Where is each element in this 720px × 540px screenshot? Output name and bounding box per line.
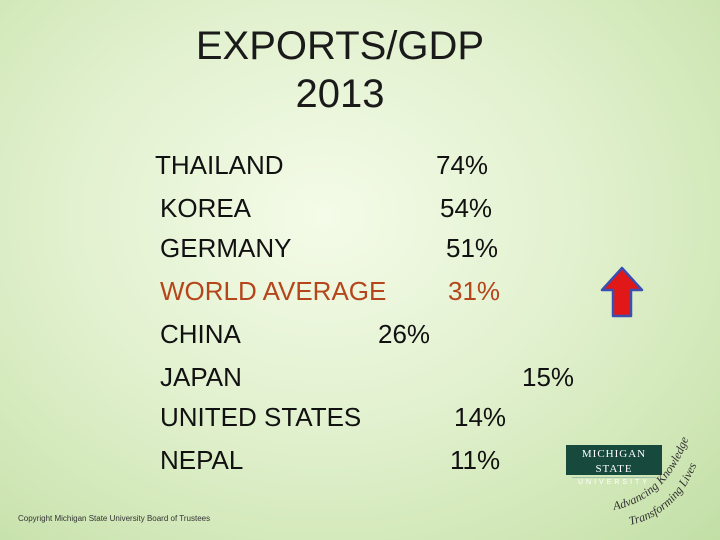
row-label-china: CHINA [160,319,241,349]
row-value-germany: 51% [446,233,499,263]
row-label-world-average: WORLD AVERAGE [160,276,387,306]
row-value-thailand: 74% [436,150,489,180]
row-label-united-states: UNITED STATES [160,402,362,432]
row-label-japan: JAPAN [160,362,242,392]
row-value-china: 26% [378,319,431,349]
logo-line-2: UNIVERSITY [572,477,656,488]
row-value-korea: 54% [440,193,493,223]
title-line-1: EXPORTS/GDP [195,24,485,68]
row-label-korea: KOREA [160,193,252,223]
row-value-world-average: 31% [448,276,501,306]
slide-title: EXPORTS/GDP 2013 [190,22,490,118]
title-line-2: 2013 [295,72,385,116]
msu-logo: MICHIGAN STATE UNIVERSITY [566,445,662,486]
row-value-nepal: 11% [450,445,501,475]
row-value-japan: 15% [522,362,575,392]
logo-line-1: MICHIGAN STATE [581,448,647,475]
row-value-united-states: 14% [454,402,507,432]
row-label-germany: GERMANY [160,233,292,263]
copyright-text: Copyright Michigan State University Boar… [18,514,211,523]
row-label-nepal: NEPAL [160,445,244,475]
red-up-arrow-icon [600,266,644,318]
msu-tagline: Advancing Knowledge. Transforming Lives. [600,430,699,528]
row-label-thailand: THAILAND [155,150,284,180]
